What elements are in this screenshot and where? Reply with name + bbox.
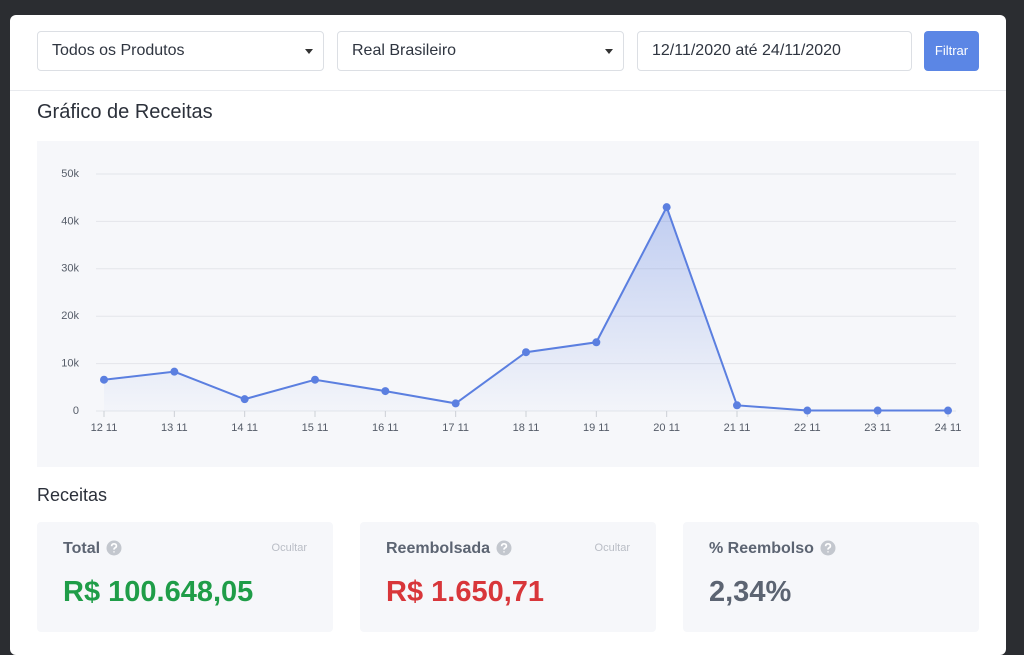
card-value: R$ 1.650,71 [386, 576, 545, 608]
y-tick-label: 40k [61, 215, 79, 227]
stat-card: % Reembolso 2,34% [683, 522, 979, 632]
point [944, 406, 952, 415]
chart-area: 0 10k 20k 30k 40k 50k 12 11 13 11 14 11 15 11 16 1… [37, 141, 979, 467]
stat-card: Total Ocultar R$ 100.648,05 [37, 522, 333, 632]
x-tick-label: 13 11 [161, 422, 188, 434]
product-select[interactable]: Todos os Produtos [37, 31, 324, 71]
chart-title: Gráfico de Receitas [37, 101, 213, 123]
x-tick-label: 24 11 [935, 422, 962, 434]
area [104, 207, 948, 411]
divider [10, 90, 1006, 91]
x-tick-label: 12 11 [91, 422, 118, 434]
point [240, 395, 249, 404]
help-icon[interactable] [820, 540, 836, 556]
point [803, 406, 812, 415]
point [662, 203, 671, 212]
currency-select[interactable]: Real Brasileiro [337, 31, 624, 71]
stat-card: Reembolsada Ocultar R$ 1.650,71 [360, 522, 656, 632]
x-tick-label: 23 11 [864, 422, 891, 434]
date-range-input[interactable]: 12/11/2020 até 24/11/2020 [637, 31, 912, 71]
point [733, 401, 741, 410]
help-glyph [110, 542, 118, 553]
x-tick-label: 22 11 [794, 422, 821, 434]
help-icon[interactable] [106, 540, 122, 556]
point [592, 338, 601, 347]
x-tick-label: 16 11 [372, 422, 399, 434]
card-label: % Reembolso [709, 540, 814, 557]
x-tick-label: 14 11 [231, 422, 258, 434]
point [522, 348, 530, 357]
point [170, 367, 179, 376]
hide-link[interactable]: Ocultar [594, 542, 630, 554]
point [311, 375, 319, 384]
card-label: Reembolsada [386, 540, 491, 557]
page: Todos os Produtos Real Brasileiro 12/11/… [10, 15, 1006, 655]
y-tick-label: 30k [61, 263, 79, 275]
x-tick-label: 19 11 [583, 422, 610, 434]
card-label: Total [63, 540, 101, 557]
point [100, 375, 108, 384]
x-tick-label: 21 11 [724, 422, 751, 434]
x-tick-label: 18 11 [513, 422, 540, 434]
help-glyph [500, 542, 508, 553]
hide-link[interactable]: Ocultar [271, 542, 307, 554]
point [873, 406, 882, 415]
y-tick-label: 10k [61, 358, 79, 370]
y-tick-label: 50k [61, 168, 79, 180]
x-tick-label: 15 11 [302, 422, 329, 434]
point [451, 399, 460, 408]
y-tick-label: 20k [61, 310, 79, 322]
panel: Todos os Produtos Real Brasileiro 12/11/… [10, 15, 1006, 655]
card-value: 2,34% [709, 576, 792, 608]
y-tick-label: 0 [73, 405, 79, 417]
help-icon[interactable] [496, 540, 512, 556]
chart: 0 10k 20k 30k 40k 50k 12 11 13 11 14 11 15 11 16 1… [61, 168, 962, 434]
section-title: Receitas [37, 485, 108, 505]
card-value: R$ 100.648,05 [63, 576, 254, 608]
filter-button[interactable]: Filtrar [924, 31, 979, 71]
point [381, 387, 390, 396]
x-tick-label: 17 11 [442, 422, 469, 434]
x-tick-label: 20 11 [653, 422, 680, 434]
help-glyph [824, 542, 832, 553]
